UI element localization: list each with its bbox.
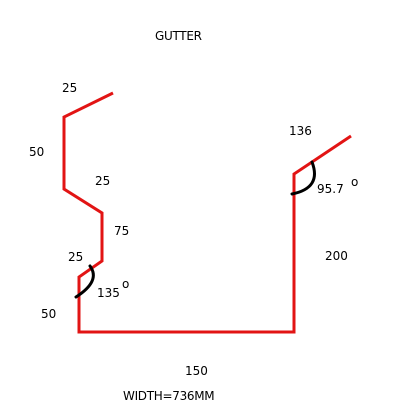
angle-front-degree: o bbox=[351, 175, 358, 189]
dim-base: 150 bbox=[185, 364, 208, 378]
width-caption: WIDTH=736MM bbox=[123, 389, 214, 403]
dim-front-lip: 136 bbox=[289, 124, 312, 138]
angle-front-value: 95.7 bbox=[317, 182, 344, 196]
diagram-title: GUTTER bbox=[155, 29, 202, 43]
angle-arc-back bbox=[74, 264, 95, 299]
angle-back-value: 135 bbox=[97, 286, 120, 300]
dim-back-lower: 50 bbox=[41, 307, 56, 321]
angle-back-degree: o bbox=[122, 277, 129, 291]
dim-back-mid: 75 bbox=[114, 224, 129, 238]
dim-top-lip: 25 bbox=[62, 81, 77, 95]
dim-back-slope: 25 bbox=[95, 174, 110, 188]
dim-back-upper: 50 bbox=[29, 145, 44, 159]
dim-front: 200 bbox=[325, 249, 348, 263]
dim-back-kick: 25 bbox=[68, 250, 83, 264]
angle-arc-front bbox=[290, 160, 316, 196]
